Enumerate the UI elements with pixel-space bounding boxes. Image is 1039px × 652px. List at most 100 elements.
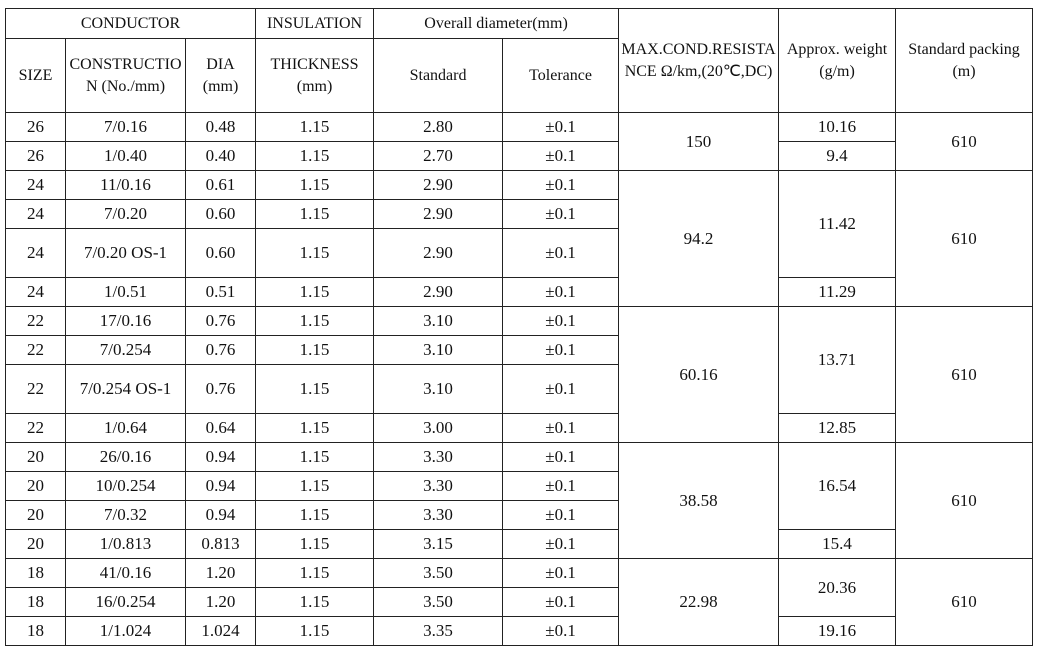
header-cell: Tolerance [502, 38, 620, 113]
size-cell: 26 [5, 112, 66, 142]
tolerance-cell: ±0.1 [502, 228, 620, 278]
dia-cell: 1.024 [184, 616, 257, 646]
construction-cell: 11/0.16 [65, 170, 186, 200]
thickness-cell: 1.15 [255, 141, 375, 171]
standard-cell: 3.35 [373, 616, 504, 646]
dia-cell: 0.76 [184, 364, 257, 414]
standard-cell: 2.90 [373, 277, 504, 307]
data-row: 18 1/1.024 1.024 1.15 3.35 ±0.1 19.16 [5, 616, 1033, 646]
header-cell: Overall diameter(mm) [373, 8, 620, 39]
size-cell: 20 [5, 529, 66, 559]
tolerance-cell: ±0.1 [502, 364, 620, 414]
construction-cell: 7/0.32 [65, 500, 186, 530]
size-cell: 22 [5, 306, 66, 336]
data-row: 20 26/0.16 0.94 1.15 3.30 ±0.1 38.58 16.54 610 [5, 442, 1034, 559]
construction-cell: 10/0.254 [65, 471, 186, 501]
data-row: 22 17/0.16 0.76 1.15 3.10 ±0.1 60.16 13.71 610 [5, 306, 1034, 443]
construction-cell: 7/0.20 OS-1 [65, 228, 186, 278]
weight-cell: 16.54 [778, 442, 897, 530]
packing-cell: 610 [895, 306, 1034, 443]
tolerance-cell: ±0.1 [502, 199, 620, 229]
thickness-cell: 1.15 [255, 306, 375, 336]
size-cell: 24 [5, 199, 66, 229]
data-row: 24 11/0.16 0.61 1.15 2.90 ±0.1 94.2 11.42 610 [5, 170, 1034, 307]
size-cell: 18 [5, 616, 66, 646]
dia-cell: 0.51 [184, 277, 257, 307]
standard-cell: 2.80 [373, 112, 504, 142]
dia-cell: 0.94 [184, 471, 257, 501]
dia-cell: 0.76 [184, 335, 257, 365]
standard-cell: 3.10 [373, 335, 504, 365]
construction-cell: 7/0.254 [65, 335, 186, 365]
weight-cell: 12.85 [778, 413, 897, 443]
thickness-cell: 1.15 [255, 558, 375, 588]
thickness-cell: 1.15 [255, 335, 375, 365]
data-row: 20 1/0.813 0.813 1.15 3.15 ±0.1 15.4 [5, 529, 1033, 559]
thickness-cell: 1.15 [255, 500, 375, 530]
size-cell: 20 [5, 500, 66, 530]
standard-cell: 2.90 [373, 199, 504, 229]
tolerance-cell: ±0.1 [502, 170, 620, 200]
size-cell: 22 [5, 413, 66, 443]
thickness-cell: 1.15 [255, 471, 375, 501]
standard-cell: 2.90 [373, 228, 504, 278]
weight-cell: 11.29 [778, 277, 897, 307]
size-cell: 24 [5, 228, 66, 278]
construction-cell: 7/0.16 [65, 112, 186, 142]
dia-cell: 0.48 [184, 112, 257, 142]
standard-cell: 3.50 [373, 587, 504, 617]
construction-cell: 1/0.813 [65, 529, 186, 559]
tolerance-cell: ±0.1 [502, 112, 620, 142]
tolerance-cell: ±0.1 [502, 500, 620, 530]
standard-cell: 3.50 [373, 558, 504, 588]
packing-cell: 610 [895, 558, 1034, 646]
construction-cell: 7/0.254 OS-1 [65, 364, 186, 414]
dia-cell: 0.61 [184, 170, 257, 200]
thickness-cell: 1.15 [255, 112, 375, 142]
thickness-cell: 1.15 [255, 616, 375, 646]
packing-cell: 610 [895, 170, 1034, 307]
data-row: 24 7/0.20 OS-1 0.60 1.15 2.90 ±0.1 [5, 228, 1033, 278]
standard-cell: 3.00 [373, 413, 504, 443]
standard-cell: 2.90 [373, 170, 504, 200]
dia-cell: 1.20 [184, 587, 257, 617]
weight-cell: 11.42 [778, 170, 897, 278]
size-cell: 24 [5, 277, 66, 307]
packing-cell: 610 [895, 442, 1034, 559]
thickness-cell: 1.15 [255, 529, 375, 559]
construction-cell: 17/0.16 [65, 306, 186, 336]
construction-cell: 41/0.16 [65, 558, 186, 588]
header-cell: Standard [373, 38, 504, 113]
dia-cell: 0.813 [184, 529, 257, 559]
dia-cell: 1.20 [184, 558, 257, 588]
standard-cell: 3.10 [373, 306, 504, 336]
size-cell: 20 [5, 471, 66, 501]
thickness-cell: 1.15 [255, 170, 375, 200]
data-row: 26 7/0.16 0.48 1.15 2.80 ±0.1 150 10.16 610 [5, 112, 1034, 171]
dia-cell: 0.60 [184, 228, 257, 278]
dia-cell: 0.40 [184, 141, 257, 171]
header-cell: CONDUCTOR [4, 8, 257, 39]
dia-cell: 0.94 [184, 442, 257, 472]
header-cell: INSULATION [255, 8, 375, 39]
data-row: 24 7/0.20 0.60 1.15 2.90 ±0.1 [5, 199, 1033, 229]
resistance-cell: 150 [618, 112, 780, 171]
header-cell: THICKNESS (mm) [255, 38, 375, 113]
construction-cell: 26/0.16 [65, 442, 186, 472]
resistance-cell: 60.16 [618, 306, 780, 443]
header-cell: DIA (mm) [184, 38, 257, 113]
data-row: 24 1/0.51 0.51 1.15 2.90 ±0.1 11.29 [5, 277, 1033, 307]
resistance-cell: 94.2 [618, 170, 780, 307]
spec-table: CONDUCTOR INSULATION Overall diameter(mm… [4, 8, 1034, 646]
data-row: 22 7/0.254 OS-1 0.76 1.15 3.10 ±0.1 [5, 364, 1033, 414]
size-cell: 20 [5, 442, 66, 472]
tolerance-cell: ±0.1 [502, 616, 620, 646]
dia-cell: 0.64 [184, 413, 257, 443]
dia-cell: 0.60 [184, 199, 257, 229]
thickness-cell: 1.15 [255, 364, 375, 414]
tolerance-cell: ±0.1 [502, 277, 620, 307]
standard-cell: 3.15 [373, 529, 504, 559]
data-row: 20 10/0.254 0.94 1.15 3.30 ±0.1 [5, 471, 1033, 501]
construction-cell: 1/1.024 [65, 616, 186, 646]
header-row: SIZE CONSTRUCTION (No./mm) DIA (mm) THIC… [5, 38, 1033, 113]
